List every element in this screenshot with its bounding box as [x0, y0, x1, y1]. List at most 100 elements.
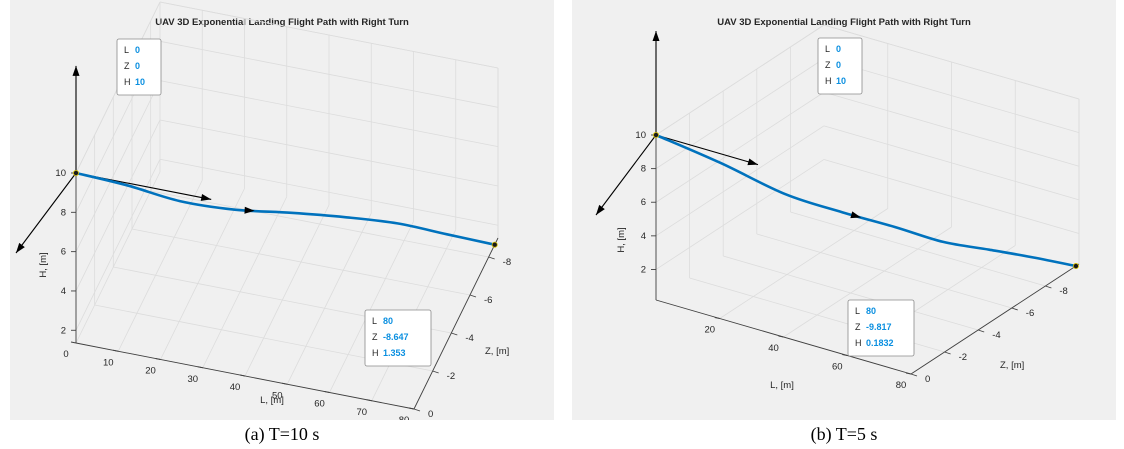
z-tick-label: 8	[61, 207, 66, 218]
datatip-value: 80	[866, 306, 876, 316]
axis-vector-h-head	[72, 65, 80, 76]
grid-line	[823, 91, 1080, 167]
axis-vector-h-head	[652, 31, 660, 42]
y-tick-mark	[1045, 285, 1052, 289]
y-tick-mark	[944, 351, 951, 355]
x-tick-mark	[408, 407, 415, 410]
z-tick-label: 10	[635, 130, 646, 141]
datatip-key: H	[372, 348, 379, 358]
axis-vector-z	[595, 134, 657, 216]
x-tick-mark	[714, 317, 720, 319]
datatip-box	[817, 37, 863, 95]
flight-path-line	[75, 171, 495, 246]
x-tick-mark	[905, 372, 912, 375]
grid-line	[823, 58, 1080, 133]
x-tick-label: 0	[63, 349, 68, 360]
x-tick-mark	[197, 366, 203, 369]
grid-line	[756, 233, 1012, 309]
datatip-value: 1.353	[383, 348, 406, 358]
grid-line	[655, 159, 825, 270]
grid-line	[244, 204, 330, 377]
datatip-key: Z	[855, 322, 861, 332]
y-tick-label: -8	[1059, 286, 1067, 297]
datatip-key: L	[124, 45, 129, 55]
grid-line	[783, 226, 952, 338]
x-tick-label: 50	[272, 390, 283, 401]
grid-line	[159, 158, 499, 226]
y-tick-label: -6	[1026, 308, 1034, 319]
grid-line	[159, 40, 499, 108]
datatip-value: 10	[836, 76, 846, 86]
datatip-key: H	[825, 76, 832, 86]
y-axis-line	[910, 263, 1080, 375]
caption-a: (a) T=10 s	[244, 424, 320, 444]
x-tick-label: 80	[399, 415, 410, 420]
grid-lines	[595, 24, 1080, 377]
grid-line	[723, 255, 979, 331]
chart-title: UAV 3D Exponential Landing Flight Path w…	[717, 17, 971, 28]
y-tick-label: -8	[503, 257, 511, 268]
axis-vector-z	[15, 172, 77, 254]
datatip-value: 0	[135, 45, 140, 55]
chart-panel-b: UAV 3D Exponential Landing Flight Path w…	[572, 0, 1116, 420]
z-tick-label: 8	[641, 164, 646, 175]
chart-a-svg: UAV 3D Exponential Landing Flight Path w…	[15, 1, 511, 420]
datatip-key: Z	[124, 61, 130, 71]
y-axis-line	[413, 237, 499, 410]
x-tick-mark	[70, 341, 77, 344]
y-tick-mark	[451, 332, 458, 336]
grid-line	[286, 213, 372, 385]
grid-line	[655, 24, 825, 136]
grid-line	[719, 208, 888, 319]
grid-line	[75, 119, 161, 292]
datatip-value: 0	[836, 60, 841, 70]
datatip-value: -8.647	[383, 332, 409, 342]
datatip-value: -9.817	[866, 322, 892, 332]
z-tick-label: 6	[641, 197, 646, 208]
y-tick-label: -2	[447, 371, 455, 382]
x-tick-label: 10	[103, 357, 114, 368]
y-tick-mark	[432, 370, 439, 374]
x-tick-mark	[778, 335, 784, 338]
z-tick-label: 2	[641, 264, 646, 275]
grid-line	[159, 80, 499, 148]
grid-line	[655, 91, 825, 203]
z-tick-label: 10	[55, 168, 66, 179]
datatip-key: Z	[372, 332, 378, 342]
x-tick-mark	[282, 382, 288, 385]
x-tick-mark	[113, 349, 119, 352]
grid-line	[75, 80, 161, 252]
grid-line	[75, 171, 161, 344]
y-tick-label: -4	[465, 333, 473, 344]
z-axis-label: H, [m]	[616, 227, 627, 252]
grid-line	[202, 196, 288, 368]
chart-title: UAV 3D Exponential Landing Flight Path w…	[155, 17, 409, 28]
datatip: L 80 Z -9.817 H 0.1832	[847, 299, 915, 357]
grid-line	[160, 188, 245, 360]
end-point-marker	[491, 241, 498, 248]
grid-line	[75, 159, 161, 331]
x-axis-label: L, [m]	[260, 395, 284, 406]
x-tick-label: 70	[356, 407, 367, 418]
datatip: L 80 Z -8.647 H 1.353	[364, 309, 432, 367]
grid-line	[655, 58, 825, 169]
x-tick-label: 30	[187, 374, 198, 385]
x-tick-mark	[842, 354, 848, 356]
x-tick-mark	[239, 374, 246, 377]
datatip-key: H	[855, 338, 862, 348]
x-tick-label: 60	[832, 362, 843, 373]
y-tick-label: 0	[428, 409, 433, 420]
y-tick-mark	[1011, 307, 1018, 311]
datatip-key: L	[855, 306, 860, 316]
x-tick-label: 20	[704, 325, 715, 336]
grid-line	[823, 24, 1080, 100]
x-tick-mark	[366, 399, 372, 402]
grid-line	[790, 211, 1046, 287]
axis-vector-l-head	[747, 158, 758, 166]
grid-line	[823, 125, 1080, 201]
datatip: L 0Z 0H 10	[116, 38, 162, 96]
start-point-marker	[653, 131, 660, 138]
start-point-marker	[73, 169, 80, 176]
caption-b: (b) T=5 s	[810, 424, 878, 444]
y-tick-mark	[413, 408, 421, 412]
